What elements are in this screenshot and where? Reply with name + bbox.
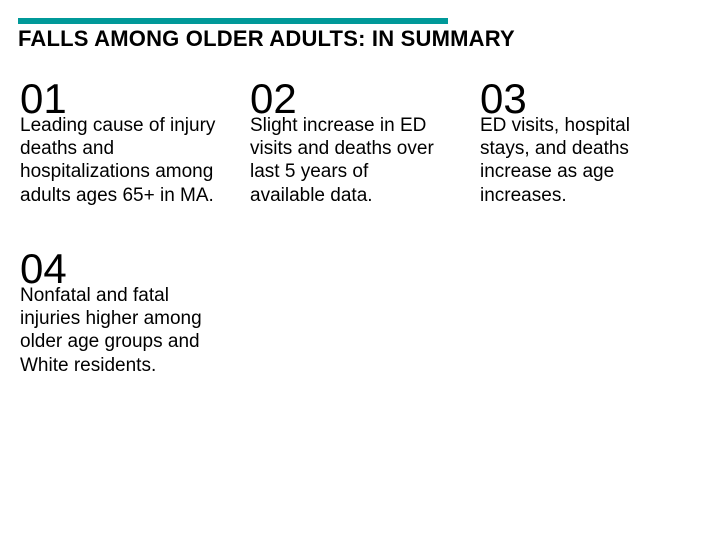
slide: FALLS AMONG OLDER ADULTS: IN SUMMARY 01L… xyxy=(0,0,720,540)
summary-card: 04Nonfatal and fatal injuries higher amo… xyxy=(18,250,218,402)
card-text: ED visits, hospital stays, and deaths in… xyxy=(480,114,676,207)
summary-card: 02Slight increase in ED visits and death… xyxy=(248,80,448,232)
card-text: Leading cause of injury deaths and hospi… xyxy=(20,114,216,207)
summary-card: 03ED visits, hospital stays, and deaths … xyxy=(478,80,678,232)
card-text: Nonfatal and fatal injuries higher among… xyxy=(20,284,216,377)
card-text: Slight increase in ED visits and deaths … xyxy=(250,114,446,207)
summary-grid: 01Leading cause of injury deaths and hos… xyxy=(18,80,702,402)
title-rule xyxy=(18,18,448,24)
page-title: FALLS AMONG OLDER ADULTS: IN SUMMARY xyxy=(18,26,702,52)
summary-card: 01Leading cause of injury deaths and hos… xyxy=(18,80,218,232)
